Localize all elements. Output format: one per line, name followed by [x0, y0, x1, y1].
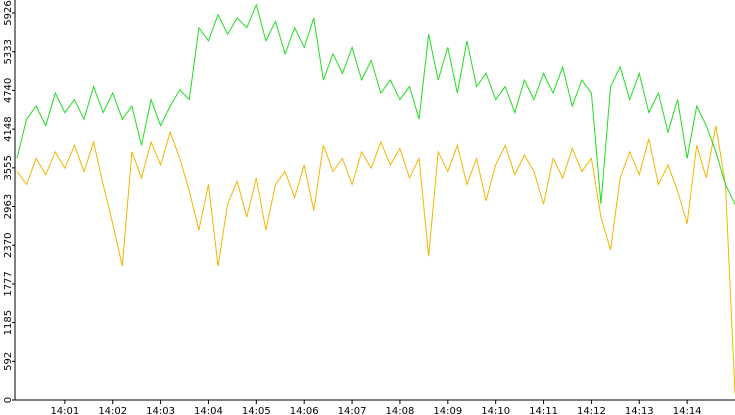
x-tick-label: 14:01 [50, 406, 79, 415]
y-tick-label: 2370 [3, 232, 14, 257]
y-tick-label: 4148 [3, 116, 14, 141]
y-tick-label: 1777 [3, 271, 14, 296]
x-tick-label: 14:11 [529, 406, 558, 415]
y-tick-label: 0 [3, 397, 14, 403]
y-tick-label: 5926 [3, 0, 14, 25]
y-tick-label: 5333 [3, 39, 14, 64]
x-tick-label: 14:12 [577, 406, 606, 415]
x-tick-label: 14:03 [146, 406, 175, 415]
y-tick-label: 2963 [3, 194, 14, 219]
x-tick-label: 14:14 [673, 406, 702, 415]
y-tick-label: 3555 [3, 155, 14, 180]
y-tick-label: 1185 [3, 310, 14, 335]
x-tick-label: 14:02 [98, 406, 127, 415]
x-tick-label: 14:09 [433, 406, 462, 415]
x-tick-label: 14:04 [194, 406, 223, 415]
y-tick-label: 4740 [3, 78, 14, 103]
x-tick-label: 14:07 [338, 406, 367, 415]
series-line [16, 3, 735, 205]
x-tick-label: 14:13 [625, 406, 654, 415]
series-line [16, 125, 735, 394]
x-tick-label: 14:06 [290, 406, 319, 415]
x-tick-label: 14:10 [481, 406, 510, 415]
x-tick-label: 14:05 [242, 406, 271, 415]
y-tick-label: 592 [3, 352, 14, 371]
x-tick-label: 14:08 [386, 406, 415, 415]
